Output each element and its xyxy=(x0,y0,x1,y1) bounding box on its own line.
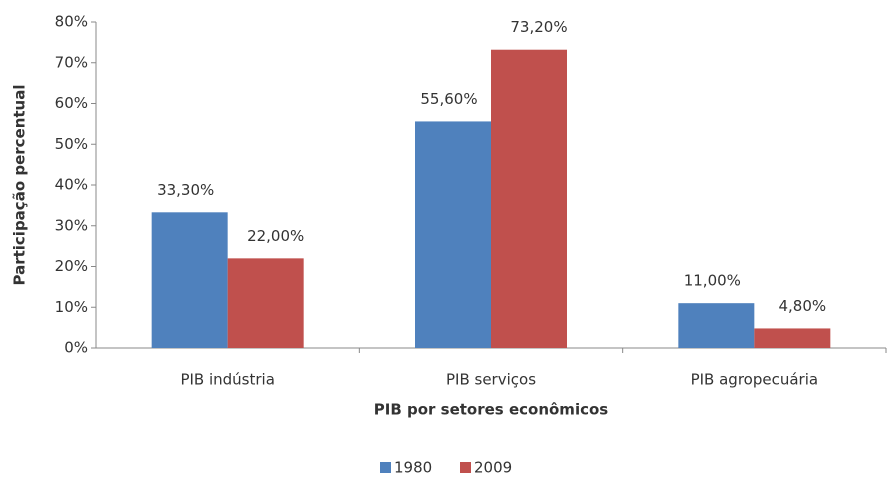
y-tick-label: 10% xyxy=(55,298,88,316)
y-tick-label: 80% xyxy=(55,13,88,31)
bar xyxy=(491,49,567,349)
value-label: 11,00% xyxy=(684,272,741,290)
x-tick-label: PIB indústria xyxy=(180,371,274,389)
value-label: 22,00% xyxy=(247,227,304,245)
x-tick-label: PIB agropecuária xyxy=(691,371,818,389)
x-tick-label: PIB serviços xyxy=(446,371,536,389)
y-axis-title: Participação percentual xyxy=(11,84,29,285)
legend-swatch xyxy=(460,462,471,473)
y-tick-label: 60% xyxy=(55,94,88,112)
bar xyxy=(415,121,491,349)
y-tick-label: 0% xyxy=(64,339,88,357)
legend-label: 2009 xyxy=(474,459,512,477)
x-axis-title: PIB por setores econômicos xyxy=(374,401,609,419)
y-tick-label: 20% xyxy=(55,257,88,275)
value-label: 33,30% xyxy=(157,181,214,199)
y-tick-label: 30% xyxy=(55,216,88,234)
value-label: 4,80% xyxy=(779,297,827,315)
legend-label: 1980 xyxy=(394,459,432,477)
legend-swatch xyxy=(380,462,391,473)
y-tick-label: 70% xyxy=(55,53,88,71)
bar xyxy=(151,212,228,348)
bar xyxy=(678,303,755,348)
bar xyxy=(754,328,831,348)
y-tick-label: 40% xyxy=(55,176,88,194)
value-label: 73,20% xyxy=(510,18,567,36)
y-tick-label: 50% xyxy=(55,135,88,153)
bar xyxy=(227,258,304,348)
value-label: 55,60% xyxy=(420,90,477,108)
